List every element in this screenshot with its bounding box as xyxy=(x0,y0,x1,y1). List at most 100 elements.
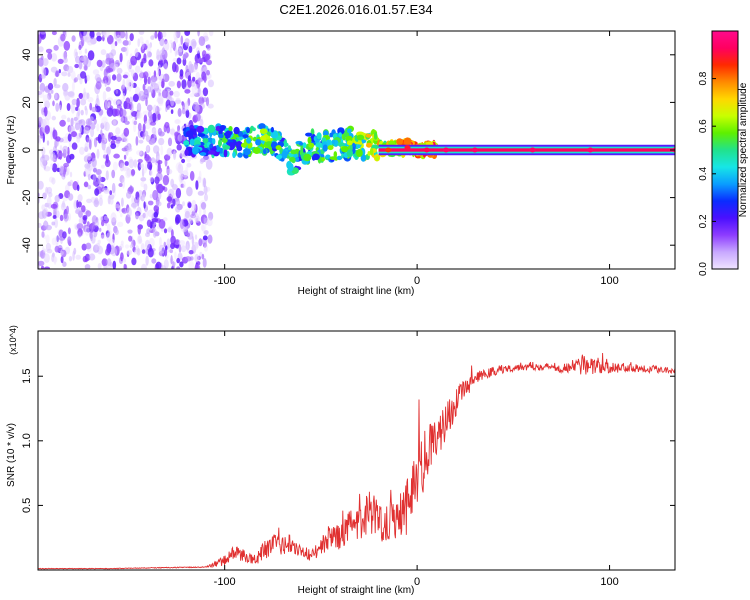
signal-blob xyxy=(312,153,320,161)
noise-blob xyxy=(38,102,42,111)
noise-blob xyxy=(106,258,112,267)
noise-blob xyxy=(149,169,152,176)
noise-blob xyxy=(145,160,148,171)
noise-blob xyxy=(136,196,140,207)
noise-blob xyxy=(141,249,146,254)
noise-blob xyxy=(106,146,111,155)
noise-blob xyxy=(73,78,77,83)
noise-blob xyxy=(49,127,53,135)
noise-blob xyxy=(156,97,163,103)
noise-blob xyxy=(85,210,92,217)
noise-blob xyxy=(131,257,137,266)
noise-blob xyxy=(167,105,171,110)
noise-blob xyxy=(151,128,157,135)
noise-blob xyxy=(143,183,148,191)
noise-blob xyxy=(159,237,162,247)
tone-core xyxy=(378,148,675,152)
noise-blob xyxy=(60,33,66,42)
noise-blob xyxy=(78,232,82,238)
track-point xyxy=(221,137,228,143)
noise-blob xyxy=(109,190,113,196)
signal-blob xyxy=(356,134,365,141)
noise-blob xyxy=(205,96,210,107)
signal-blob xyxy=(356,149,363,157)
signal-blob xyxy=(322,144,328,152)
signal-blob xyxy=(207,150,216,155)
signal-blob xyxy=(255,139,262,146)
noise-blob xyxy=(128,40,131,46)
noise-blob xyxy=(62,145,69,154)
noise-blob xyxy=(101,220,105,227)
noise-blob xyxy=(123,127,130,137)
noise-blob xyxy=(59,119,66,127)
track-point xyxy=(202,137,209,143)
noise-blob xyxy=(76,97,80,108)
signal-blob xyxy=(197,133,206,137)
noise-blob xyxy=(138,139,144,144)
noise-blob xyxy=(115,89,119,94)
noise-blob xyxy=(189,208,196,219)
noise-blob xyxy=(67,227,71,235)
noise-blob xyxy=(110,143,117,150)
noise-blob xyxy=(80,99,87,106)
noise-blob xyxy=(105,248,111,256)
noise-blob xyxy=(43,253,50,263)
spectrogram-image xyxy=(38,31,675,269)
noise-blob xyxy=(116,67,123,74)
noise-blob xyxy=(43,166,51,172)
noise-blob xyxy=(76,223,84,230)
noise-blob xyxy=(206,59,212,66)
signal-blob xyxy=(303,153,312,162)
signal-blob xyxy=(218,133,224,139)
noise-blob xyxy=(119,162,125,172)
noise-blob xyxy=(38,264,41,269)
noise-blob xyxy=(88,139,92,150)
snr-frame xyxy=(37,330,676,571)
noise-blob xyxy=(75,254,81,260)
signal-blob xyxy=(290,149,298,155)
signal-blob xyxy=(223,149,228,158)
noise-blob xyxy=(147,86,152,93)
track-point xyxy=(366,142,373,148)
noise-blob xyxy=(62,261,67,268)
noise-blob xyxy=(53,44,59,51)
noise-blob xyxy=(158,92,162,97)
noise-blob xyxy=(50,203,58,209)
noise-blob xyxy=(122,258,126,263)
noise-blob xyxy=(42,58,47,66)
noise-blob xyxy=(69,90,75,99)
noise-blob xyxy=(126,147,133,152)
noise-blob xyxy=(141,41,145,50)
noise-blob xyxy=(147,209,155,218)
noise-blob xyxy=(181,245,187,253)
noise-blob xyxy=(174,36,179,44)
noise-blob xyxy=(145,156,152,164)
noise-blob xyxy=(152,112,157,123)
noise-blob xyxy=(124,264,128,269)
noise-blob xyxy=(114,41,118,47)
noise-blob xyxy=(199,158,204,165)
noise-blob xyxy=(147,76,151,85)
noise-blob xyxy=(84,264,91,269)
signal-blob xyxy=(207,124,216,133)
noise-blob xyxy=(196,47,200,54)
noise-blob xyxy=(106,232,112,242)
signal-blob xyxy=(295,157,300,162)
noise-blob xyxy=(60,256,64,264)
signal-blob xyxy=(293,153,298,159)
signal-blob xyxy=(375,156,379,161)
noise-blob xyxy=(148,59,154,67)
spectrogram-panel: -100 0 100 -40 -20 0 20 40 Height of straight … xyxy=(6,30,676,297)
noise-blob xyxy=(101,141,106,151)
noise-blob xyxy=(200,223,207,232)
noise-blob xyxy=(53,84,61,89)
noise-blob xyxy=(145,97,148,107)
noise-blob xyxy=(114,229,119,235)
noise-blob xyxy=(146,219,152,228)
noise-blob xyxy=(104,79,107,87)
track-point xyxy=(275,145,282,151)
noise-blob xyxy=(182,180,186,189)
noise-blob xyxy=(100,234,106,240)
noise-blob xyxy=(84,226,90,236)
noise-blob xyxy=(163,124,167,133)
